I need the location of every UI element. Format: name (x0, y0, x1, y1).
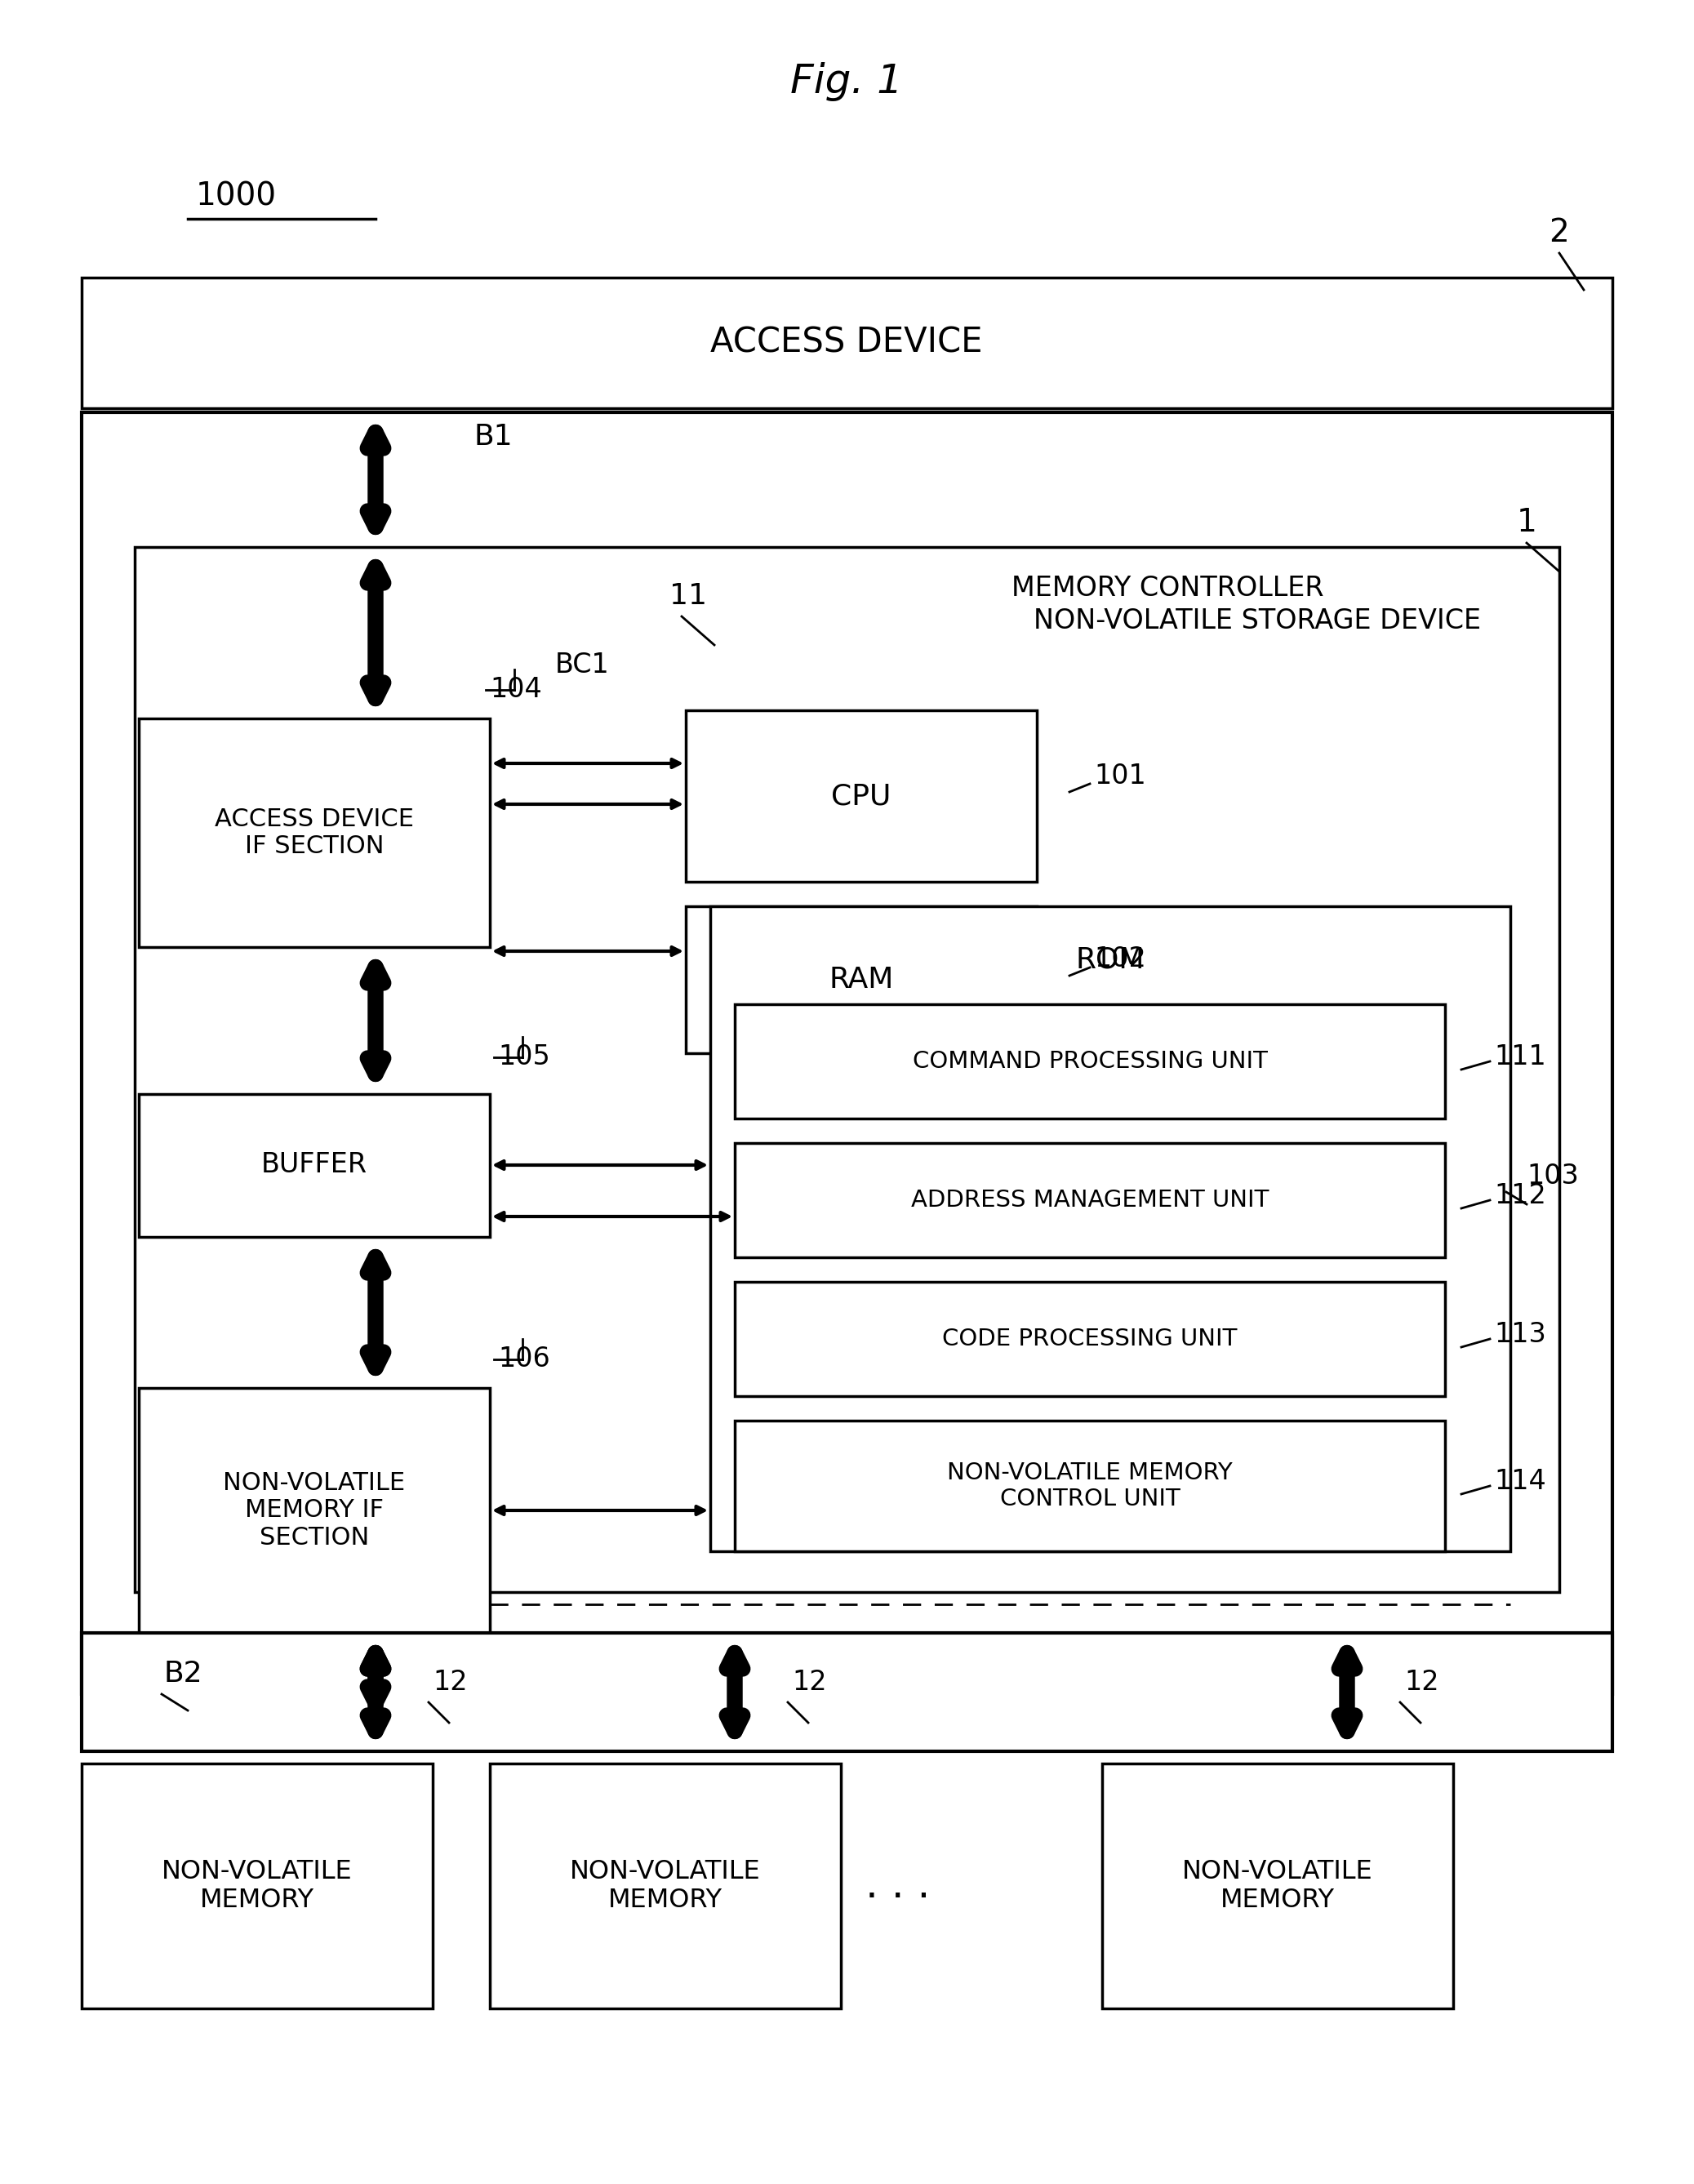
Text: Fig. 1: Fig. 1 (791, 61, 903, 100)
Bar (139, 719, 490, 948)
Text: 104: 104 (490, 677, 542, 703)
Text: 114: 114 (1494, 1468, 1547, 1496)
Text: 112: 112 (1494, 1182, 1547, 1210)
Bar (139, 1389, 490, 1634)
Bar (81, 413, 1613, 1695)
Text: 1: 1 (1516, 507, 1536, 537)
Bar (710, 906, 1511, 1551)
Text: CPU: CPU (832, 782, 891, 810)
Text: 12: 12 (791, 1669, 827, 1695)
Text: . . .: . . . (866, 1867, 930, 1907)
Text: B1: B1 (474, 424, 512, 450)
Text: 113: 113 (1494, 1321, 1547, 1348)
Bar (735, 1282, 1445, 1396)
Bar (735, 1005, 1445, 1118)
Text: NON-VOLATILE
MEMORY: NON-VOLATILE MEMORY (569, 1859, 761, 1913)
Bar (735, 1420, 1445, 1551)
Text: 12: 12 (432, 1669, 468, 1695)
Text: ROM: ROM (1076, 946, 1145, 974)
Text: B2: B2 (163, 1660, 202, 1688)
Bar (136, 546, 1558, 1592)
Text: NON-VOLATILE
MEMORY: NON-VOLATILE MEMORY (161, 1859, 352, 1913)
Text: MEMORY CONTROLLER: MEMORY CONTROLLER (1011, 574, 1323, 601)
Bar (81, 1634, 1613, 1752)
Text: NON-VOLATILE
MEMORY IF
SECTION: NON-VOLATILE MEMORY IF SECTION (224, 1472, 405, 1551)
Text: COMMAND PROCESSING UNIT: COMMAND PROCESSING UNIT (913, 1051, 1267, 1072)
Bar (686, 906, 1037, 1053)
Bar (1103, 1762, 1453, 2009)
Bar (81, 1762, 432, 2009)
Text: CODE PROCESSING UNIT: CODE PROCESSING UNIT (942, 1328, 1237, 1350)
Text: 12: 12 (1404, 1669, 1438, 1695)
Text: 105: 105 (498, 1044, 551, 1070)
Text: BUFFER: BUFFER (261, 1151, 368, 1179)
Text: ADDRESS MANAGEMENT UNIT: ADDRESS MANAGEMENT UNIT (911, 1188, 1269, 1212)
Text: RAM: RAM (828, 965, 894, 994)
Bar (490, 1762, 840, 2009)
Text: NON-VOLATILE STORAGE DEVICE: NON-VOLATILE STORAGE DEVICE (1033, 607, 1481, 633)
Text: NON-VOLATILE
MEMORY: NON-VOLATILE MEMORY (1182, 1859, 1374, 1913)
Text: 11: 11 (669, 583, 706, 609)
Text: 106: 106 (498, 1345, 551, 1374)
Text: ACCESS DEVICE
IF SECTION: ACCESS DEVICE IF SECTION (215, 808, 413, 858)
Text: 103: 103 (1526, 1162, 1579, 1188)
Text: NON-VOLATILE MEMORY
CONTROL UNIT: NON-VOLATILE MEMORY CONTROL UNIT (947, 1461, 1233, 1511)
Text: 111: 111 (1494, 1044, 1547, 1070)
Text: 101: 101 (1094, 762, 1147, 788)
Text: 102: 102 (1094, 946, 1147, 972)
Text: 2: 2 (1550, 216, 1569, 249)
Text: 1000: 1000 (197, 181, 276, 212)
Bar (139, 1094, 490, 1236)
Bar (686, 710, 1037, 882)
Text: ACCESS DEVICE: ACCESS DEVICE (710, 325, 983, 360)
Text: BC1: BC1 (556, 653, 610, 679)
Bar (735, 1142, 1445, 1258)
Bar (81, 277, 1613, 408)
